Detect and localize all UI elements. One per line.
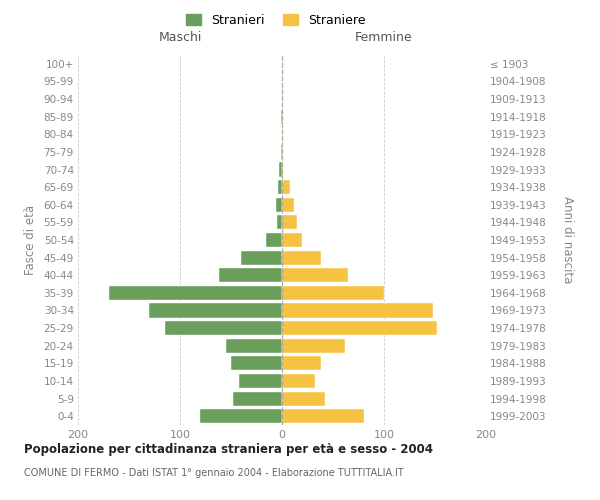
Bar	[200, 409, 282, 423]
Bar	[266, 233, 282, 247]
Bar	[282, 338, 345, 353]
Bar	[281, 145, 282, 159]
Bar	[241, 250, 282, 264]
Bar	[282, 409, 364, 423]
Bar	[282, 216, 298, 230]
Bar	[282, 198, 294, 212]
Bar	[282, 321, 437, 335]
Bar	[233, 392, 282, 406]
Bar	[282, 127, 283, 142]
Bar	[282, 233, 302, 247]
Bar	[282, 374, 314, 388]
Text: Maschi: Maschi	[158, 32, 202, 44]
Bar	[282, 92, 283, 106]
Bar	[282, 250, 321, 264]
Text: COMUNE DI FERMO - Dati ISTAT 1° gennaio 2004 - Elaborazione TUTTITALIA.IT: COMUNE DI FERMO - Dati ISTAT 1° gennaio …	[24, 468, 404, 477]
Legend: Stranieri, Straniere: Stranieri, Straniere	[181, 8, 371, 32]
Bar	[282, 392, 325, 406]
Bar	[226, 338, 282, 353]
Text: Femmine: Femmine	[355, 32, 413, 44]
Bar	[219, 268, 282, 282]
Y-axis label: Fasce di età: Fasce di età	[23, 205, 37, 275]
Bar	[279, 162, 282, 176]
Text: Popolazione per cittadinanza straniera per età e sesso - 2004: Popolazione per cittadinanza straniera p…	[24, 442, 433, 456]
Bar	[149, 304, 282, 318]
Bar	[109, 286, 282, 300]
Bar	[276, 198, 282, 212]
Bar	[281, 110, 282, 124]
Bar	[282, 304, 433, 318]
Bar	[239, 374, 282, 388]
Bar	[282, 180, 290, 194]
Bar	[282, 162, 283, 176]
Bar	[277, 216, 282, 230]
Bar	[231, 356, 282, 370]
Bar	[282, 356, 321, 370]
Bar	[165, 321, 282, 335]
Bar	[282, 110, 283, 124]
Bar	[282, 286, 384, 300]
Bar	[278, 180, 282, 194]
Y-axis label: Anni di nascita: Anni di nascita	[561, 196, 574, 284]
Bar	[282, 145, 283, 159]
Bar	[282, 268, 349, 282]
